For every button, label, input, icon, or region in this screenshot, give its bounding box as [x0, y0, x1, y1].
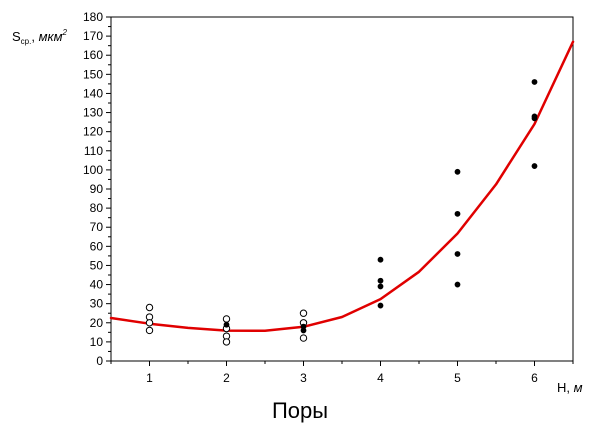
x-axis-title: H, м	[557, 380, 583, 395]
y-tick-label: 90	[90, 182, 104, 196]
filled-circle-point	[531, 163, 538, 169]
figure-caption: Поры	[271, 398, 329, 423]
filled-circle-point	[454, 251, 461, 257]
x-axis-title-unit: м	[574, 380, 583, 395]
y-tick-label: 0	[96, 354, 103, 368]
x-tick-label: 4	[377, 371, 384, 385]
y-tick-label: 80	[90, 201, 104, 215]
open-circle-point	[299, 334, 308, 342]
filled-circle-point	[531, 79, 538, 85]
filled-circle-point	[300, 327, 307, 334]
open-circle-point	[145, 303, 154, 312]
x-tick-label: 1	[146, 371, 153, 385]
y-axis-ticks: 0 10 20 30 40 50 60 70 80 90 100 110 120 130 140 150 160…	[83, 10, 111, 368]
x-tick-label: 5	[454, 371, 461, 385]
filled-circle-point	[377, 256, 384, 263]
x-tick-label: 6	[531, 371, 538, 385]
fit-curve-line	[109, 40, 575, 333]
y-tick-label: 70	[90, 220, 104, 234]
y-axis-title-main: S	[12, 29, 21, 44]
y-tick-label: 40	[90, 278, 104, 292]
y-tick-label: 20	[90, 316, 104, 330]
x-tick-label: 3	[300, 371, 307, 385]
filled-circle-point	[377, 283, 384, 290]
y-axis-title: Sср., мкм2	[12, 28, 68, 46]
filled-circle-point	[223, 321, 230, 328]
y-tick-label: 150	[83, 67, 103, 81]
open-circle-point	[299, 309, 308, 317]
y-axis-title-sup: 2	[62, 28, 68, 37]
filled-circle-point	[377, 277, 384, 284]
x-axis-ticks: 1 2 3 4 5 6	[110, 361, 574, 385]
y-tick-label: 180	[83, 10, 103, 24]
y-axis-title-sep: ,	[31, 29, 38, 44]
y-tick-label: 160	[83, 48, 103, 62]
y-tick-label: 120	[83, 125, 103, 139]
open-circle-point	[222, 315, 231, 323]
y-tick-label: 130	[83, 106, 103, 120]
chart-canvas: 0 10 20 30 40 50 60 70 80 90 100 110 120 130 140 150 160…	[12, 10, 583, 395]
y-tick-label: 110	[84, 144, 103, 158]
plot-frame	[110, 16, 574, 362]
y-tick-label: 60	[90, 239, 104, 253]
filled-circle-point	[377, 302, 384, 309]
x-axis-title-main: H,	[557, 380, 574, 395]
y-tick-label: 100	[83, 163, 103, 177]
y-tick-label: 170	[83, 29, 103, 43]
open-circle-point	[222, 338, 231, 346]
y-tick-label: 10	[90, 335, 104, 349]
x-tick-label: 2	[223, 371, 230, 385]
y-axis-title-sub: ср.	[21, 37, 32, 46]
open-circle-point	[145, 326, 154, 335]
filled-circle-point	[454, 210, 461, 217]
fit-curve-layer	[109, 40, 575, 333]
data-points-layer	[145, 79, 538, 346]
y-tick-label: 140	[83, 86, 103, 100]
filled-circle-point	[454, 168, 461, 175]
filled-circle-point	[531, 115, 538, 122]
y-axis-title-unit: мкм	[39, 29, 63, 44]
open-circle-point	[145, 319, 154, 327]
y-tick-label: 50	[90, 258, 104, 272]
filled-circle-point	[454, 281, 461, 288]
y-tick-label: 30	[90, 297, 104, 311]
